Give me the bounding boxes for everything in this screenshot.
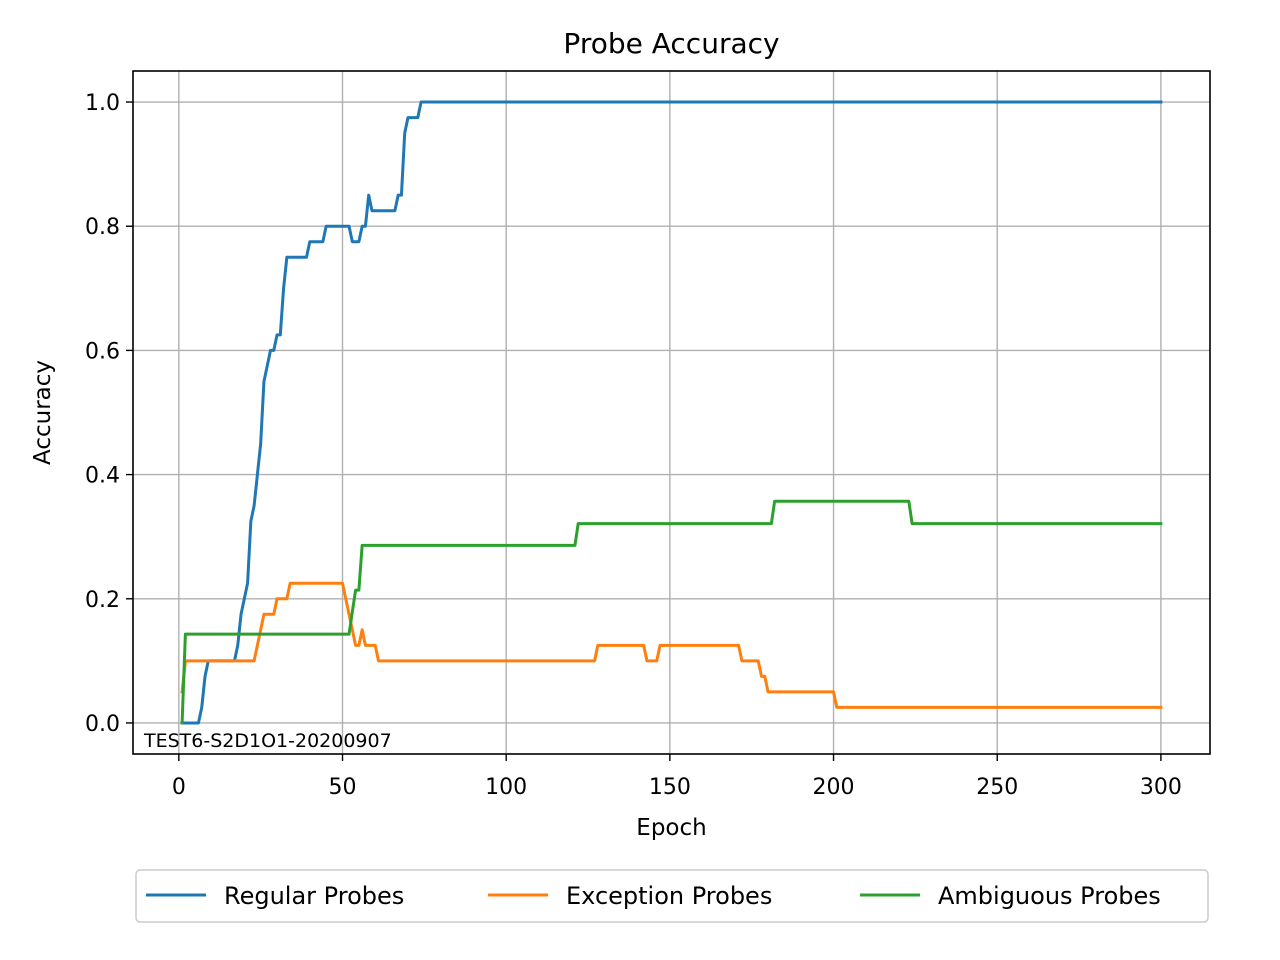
grid-lines (133, 71, 1210, 754)
x-axis-label: Epoch (636, 815, 706, 841)
y-tick-label: 0.6 (85, 339, 120, 364)
y-tick-label: 0.2 (85, 588, 120, 613)
y-tick-label: 0.4 (85, 464, 120, 489)
series-line-1 (180, 581, 1163, 709)
y-axis-ticks: 0.0 0.2 0.4 0.6 0.8 1.0 (85, 91, 133, 737)
series-line-0 (180, 100, 1163, 725)
y-tick-label: 1.0 (85, 91, 120, 116)
series-lines (180, 100, 1163, 725)
x-tick-label: 0 (172, 775, 186, 800)
y-axis-label: Accuracy (30, 360, 56, 465)
legend-box (135, 869, 1209, 923)
legend-label-0: Regular Probes (224, 882, 404, 910)
plot-area-frame (132, 70, 1211, 755)
legend-label-1: Exception Probes (566, 882, 772, 910)
x-tick-label: 100 (485, 775, 527, 800)
y-tick-label: 0.0 (85, 712, 120, 737)
x-tick-label: 200 (813, 775, 855, 800)
x-tick-label: 50 (329, 775, 357, 800)
y-tick-label: 0.8 (85, 215, 120, 240)
series-line-2 (180, 499, 1163, 725)
x-tick-label: 300 (1140, 775, 1182, 800)
chart-title: Probe Accuracy (563, 27, 779, 60)
legend: Regular Probes Exception Probes Ambiguous … (135, 869, 1209, 923)
x-tick-label: 150 (649, 775, 691, 800)
x-axis-ticks: 0 50 100 150 200 250 300 (172, 754, 1182, 800)
x-tick-label: 250 (976, 775, 1018, 800)
legend-label-2: Ambiguous Probes (938, 882, 1161, 910)
run-id-annotation: TEST6-S2D1O1-20200907 (143, 730, 392, 752)
